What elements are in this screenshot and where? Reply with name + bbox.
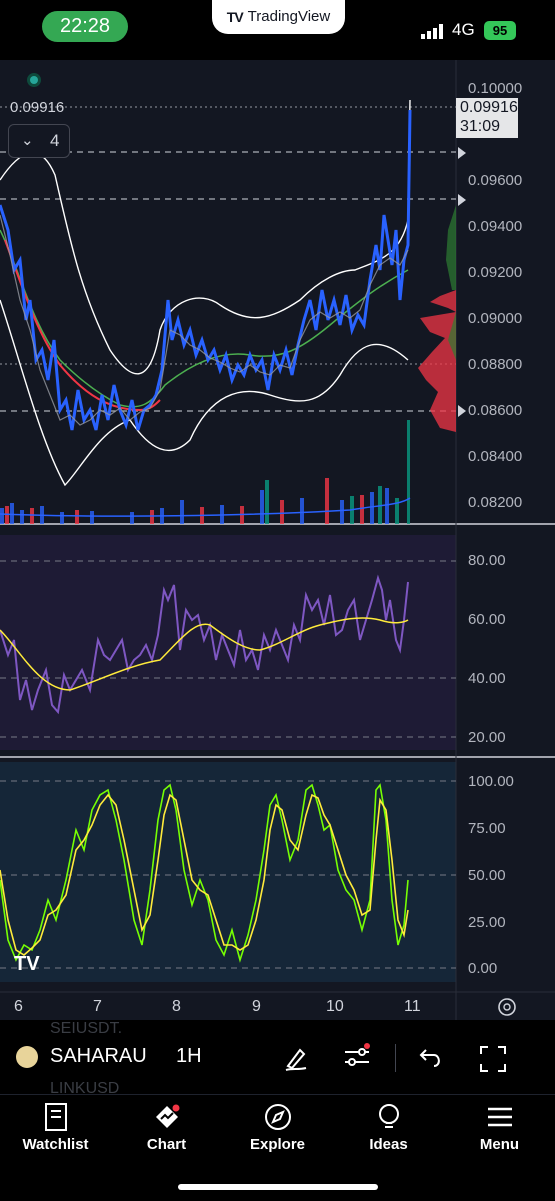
network-type: 4G bbox=[452, 20, 475, 39]
toolbar-divider bbox=[395, 1044, 396, 1072]
clock: 22:28 bbox=[42, 11, 128, 42]
app-badge[interactable]: TV TradingView bbox=[212, 0, 345, 34]
price-candles bbox=[0, 109, 412, 431]
symbol-logo-icon bbox=[16, 1046, 38, 1068]
stoch-axis-label: 0.00 bbox=[468, 960, 498, 977]
stoch-axis-label: 100.00 bbox=[468, 773, 514, 790]
price-axis-label: 0.09400 bbox=[468, 218, 523, 235]
last-price-label: 0.09916 bbox=[10, 99, 65, 116]
fullscreen-icon[interactable] bbox=[478, 1044, 508, 1074]
hamburger-icon bbox=[487, 1107, 512, 1127]
watchlist-icon bbox=[44, 1103, 67, 1131]
chart-icon bbox=[155, 1104, 179, 1128]
indicators-count: 4 bbox=[50, 131, 60, 150]
bar-countdown: 31:09 bbox=[460, 118, 501, 135]
tab-label: Chart bbox=[146, 1136, 187, 1153]
tab-ideas[interactable]: Ideas bbox=[333, 1098, 444, 1162]
price-axis-label: 0.08800 bbox=[468, 356, 523, 373]
tab-chart[interactable]: Chart bbox=[111, 1098, 222, 1162]
battery-level: 95 bbox=[492, 23, 508, 38]
rsi-axis-label: 20.00 bbox=[468, 729, 506, 746]
chevron-down-icon: ⌄ bbox=[21, 132, 34, 149]
time-axis-label: 11 bbox=[404, 998, 421, 1015]
time-axis-label: 8 bbox=[172, 998, 181, 1015]
volume-profile bbox=[430, 290, 456, 312]
tab-bar bbox=[0, 1094, 555, 1201]
alert-marker bbox=[458, 194, 466, 206]
time-axis-label: 9 bbox=[252, 998, 261, 1015]
tab-watchlist[interactable]: Watchlist bbox=[0, 1098, 111, 1162]
tab-label: Ideas bbox=[369, 1136, 408, 1153]
rsi-line bbox=[0, 574, 409, 715]
tradingview-watermark-icon: TV bbox=[14, 953, 40, 975]
rsi-axis-label: 60.00 bbox=[468, 611, 506, 628]
tab-label: Explore bbox=[249, 1136, 306, 1153]
undo-icon[interactable] bbox=[418, 1046, 444, 1070]
indicators-settings-icon[interactable] bbox=[342, 1042, 372, 1072]
stoch-axis-label: 50.00 bbox=[468, 867, 506, 884]
tab-label: Watchlist bbox=[22, 1136, 89, 1153]
stoch-axis-label: 25.00 bbox=[468, 914, 506, 931]
bollinger-upper bbox=[0, 99, 411, 375]
lightbulb-icon bbox=[378, 1104, 399, 1128]
price-axis-label: 0.08600 bbox=[468, 402, 523, 419]
rsi-pane bbox=[0, 535, 456, 750]
time-axis-label: 6 bbox=[14, 998, 23, 1015]
interval-button[interactable]: 1H bbox=[176, 1045, 202, 1067]
symbol-button[interactable]: SAHARAU bbox=[50, 1045, 147, 1067]
rsi-axis-label: 40.00 bbox=[468, 670, 506, 687]
rsi-ma-line bbox=[0, 617, 409, 691]
volume-bars bbox=[0, 488, 389, 524]
compass-icon bbox=[264, 1104, 291, 1130]
price-axis-label: 0.08400 bbox=[468, 448, 523, 465]
alert-marker bbox=[458, 405, 466, 417]
time-axis-label: 10 bbox=[326, 998, 344, 1015]
indicators-toggle[interactable]: ⌄ 4 bbox=[8, 124, 70, 158]
ghost-watchlist-item: LINKUSD bbox=[50, 1080, 120, 1097]
symbol-toolbar bbox=[0, 1022, 555, 1094]
time-axis-label: 7 bbox=[93, 998, 102, 1015]
bollinger-lower bbox=[0, 299, 409, 487]
stoch-axis-label: 75.00 bbox=[468, 820, 506, 837]
stoch-k-line bbox=[0, 783, 409, 963]
tab-explore[interactable]: Explore bbox=[222, 1098, 333, 1162]
ema-fast bbox=[0, 229, 409, 408]
ghost-watchlist-item: SEIUSDT. bbox=[50, 1020, 123, 1037]
chart-settings-icon bbox=[498, 998, 516, 1016]
alert-marker bbox=[458, 147, 466, 159]
signal-icon bbox=[421, 24, 443, 39]
rsi-axis-label: 80.00 bbox=[468, 552, 506, 569]
price-axis-label: 0.09000 bbox=[468, 310, 523, 327]
app-badge-label: TradingView bbox=[247, 8, 331, 25]
price-axis-label: 0.09600 bbox=[468, 172, 523, 189]
volume-profile bbox=[418, 312, 456, 432]
price-axis-label: 0.10000 bbox=[468, 80, 523, 97]
tab-menu[interactable]: Menu bbox=[444, 1098, 555, 1162]
tradingview-logo-icon: TV bbox=[226, 9, 244, 25]
tab-label: Menu bbox=[479, 1136, 520, 1153]
drawing-tools-icon[interactable] bbox=[282, 1044, 310, 1072]
home-indicator bbox=[178, 1184, 378, 1190]
last-price-tag: 0.09916 31:09 bbox=[456, 98, 518, 138]
chart-canvas[interactable]: TV bbox=[0, 60, 555, 1020]
price-axis-label: 0.08200 bbox=[468, 494, 523, 511]
last-price-value: 0.09916 bbox=[460, 99, 518, 116]
stoch-d-line bbox=[0, 793, 409, 956]
battery-icon: 95 bbox=[484, 21, 516, 40]
price-axis-label: 0.09200 bbox=[468, 264, 523, 281]
